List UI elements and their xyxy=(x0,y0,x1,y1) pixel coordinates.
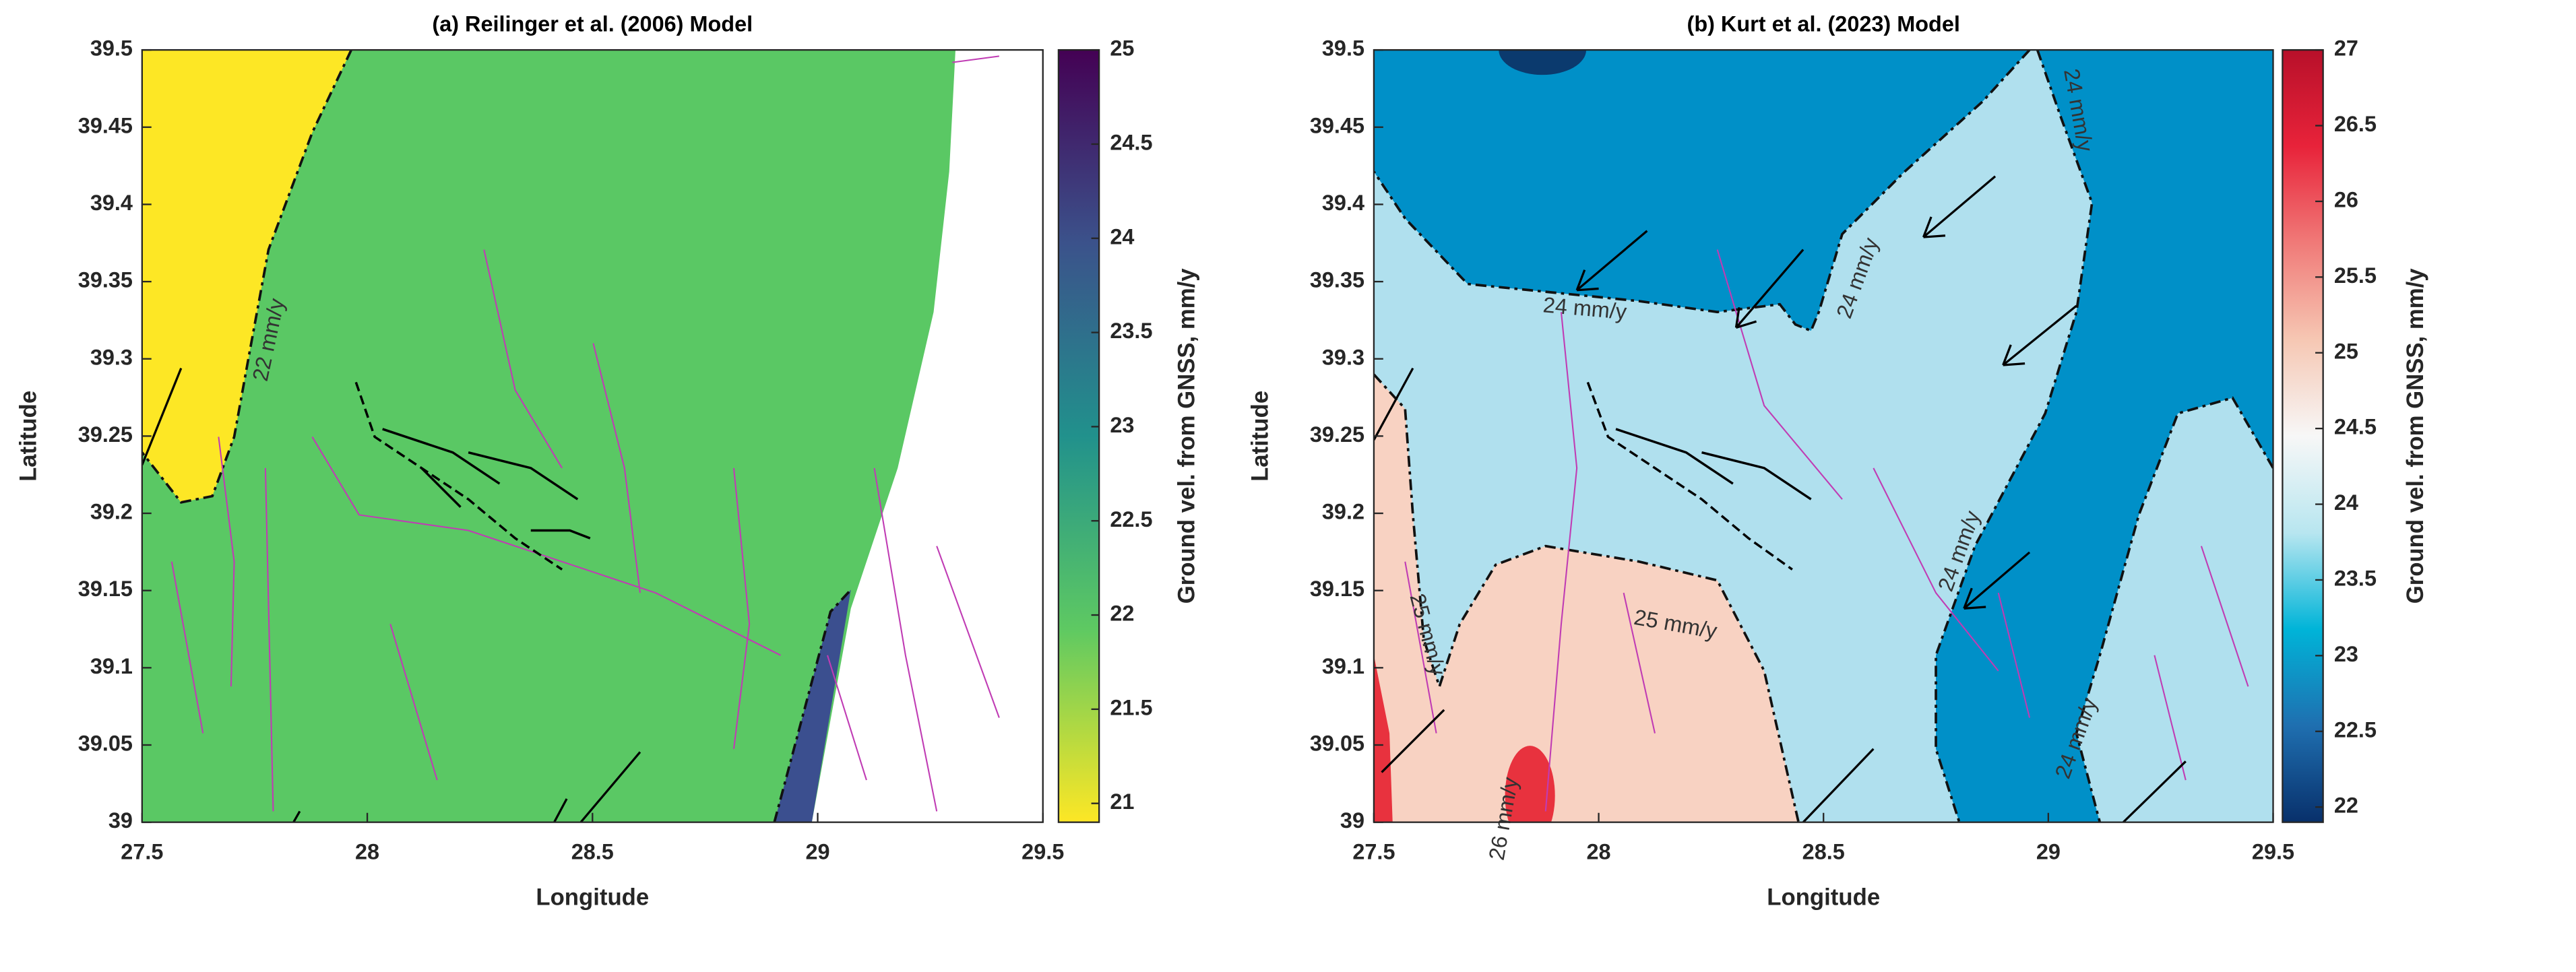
faults xyxy=(170,55,1000,812)
colorbar-tick-label: 25 xyxy=(2334,339,2358,363)
colorbar xyxy=(1057,48,1100,823)
y-tick-label: 39.45 xyxy=(78,113,133,137)
colorbar-tick-label: 21.5 xyxy=(1110,695,1152,719)
y-tick-label: 39 xyxy=(108,808,133,833)
colorbar-tick-label: 23.5 xyxy=(2334,566,2377,591)
x-tick-label: 28 xyxy=(355,840,379,864)
region xyxy=(1373,374,1799,822)
x-tick-label: 27.5 xyxy=(121,840,163,864)
y-tick-label: 39.3 xyxy=(90,345,133,369)
y-tick-label: 39.5 xyxy=(1322,36,1364,61)
y-tick-label: 39.1 xyxy=(90,654,133,678)
region xyxy=(1505,746,1555,822)
region xyxy=(1373,50,2030,331)
y-tick-label: 39.4 xyxy=(1322,191,1364,215)
colorbar-label: Ground vel. from GNSS, mm/y xyxy=(1174,268,1199,604)
colorbar-tick-label: 23 xyxy=(2334,642,2358,666)
colorbar-tick-label: 22.5 xyxy=(2334,717,2377,742)
ruptures xyxy=(1586,381,1812,571)
x-tick-label: 27.5 xyxy=(1352,840,1395,864)
y-tick-label: 39.3 xyxy=(1322,345,1364,369)
y-axis-label: Latitude xyxy=(15,391,41,482)
y-tick-label: 39.25 xyxy=(1310,422,1364,447)
velocity-arrows xyxy=(142,368,641,822)
ruptures xyxy=(354,381,591,571)
region xyxy=(1499,50,1587,75)
map-b xyxy=(1373,50,2273,822)
y-tick-label: 39.35 xyxy=(78,268,133,292)
y-tick-label: 39.15 xyxy=(1310,577,1364,601)
colorbar-tick-label: 24.5 xyxy=(2334,415,2377,439)
colorbar-tick-label: 26 xyxy=(2334,187,2358,212)
region xyxy=(1936,50,2273,822)
colorbar-tick-label: 23 xyxy=(1110,413,1134,437)
x-axis-label: Longitude xyxy=(536,884,649,910)
x-tick-label: 29.5 xyxy=(2252,840,2294,864)
y-tick-label: 39.45 xyxy=(1310,113,1364,137)
y-tick-label: 39 xyxy=(1340,808,1364,833)
y-tick-label: 39.2 xyxy=(90,500,133,524)
region xyxy=(142,50,352,503)
y-tick-label: 39.5 xyxy=(90,36,133,61)
y-axis-label: Latitude xyxy=(1247,391,1273,482)
region xyxy=(811,50,1043,822)
x-tick-label: 29 xyxy=(805,840,829,864)
colorbar-tick-label: 24 xyxy=(1110,224,1134,249)
y-tick-label: 39.15 xyxy=(78,577,133,601)
x-tick-label: 28.5 xyxy=(1802,840,1845,864)
y-tick-label: 39.4 xyxy=(90,191,133,215)
panel-title: (b) Kurt et al. (2023) Model xyxy=(1687,11,1960,36)
colorbar-tick-label: 27 xyxy=(2334,36,2358,61)
x-tick-label: 29 xyxy=(2036,840,2061,864)
colorbar-tick-label: 22 xyxy=(1110,602,1134,626)
colorbar-label: Ground vel. from GNSS, mm/y xyxy=(2403,268,2428,604)
x-tick-label: 28 xyxy=(1587,840,1611,864)
x-axis-label: Longitude xyxy=(1767,884,1880,910)
colorbar-tick-label: 24 xyxy=(2334,490,2358,515)
region xyxy=(1373,655,1393,822)
y-tick-label: 39.05 xyxy=(1310,732,1364,756)
colorbar xyxy=(2282,48,2324,823)
y-tick-label: 39.2 xyxy=(1322,500,1364,524)
y-tick-label: 39.05 xyxy=(78,732,133,756)
colorbar-tick-label: 25.5 xyxy=(2334,263,2377,288)
x-tick-label: 28.5 xyxy=(571,840,614,864)
region xyxy=(774,589,851,822)
panel-title: (a) Reilinger et al. (2006) Model xyxy=(432,11,753,36)
colorbar-tick-label: 21 xyxy=(1110,789,1134,814)
map-a xyxy=(142,50,1043,822)
colorbar-tick-label: 22.5 xyxy=(1110,507,1152,531)
y-tick-label: 39.1 xyxy=(1322,654,1364,678)
faults xyxy=(1404,249,2249,812)
colorbar-tick-label: 25 xyxy=(1110,36,1134,61)
colorbar-tick-label: 24.5 xyxy=(1110,131,1152,155)
velocity-arrows xyxy=(1373,175,2187,822)
colorbar-tick-label: 26.5 xyxy=(2334,112,2377,136)
y-tick-label: 39.35 xyxy=(1310,268,1364,292)
y-tick-label: 39.25 xyxy=(78,422,133,447)
colorbar-tick-label: 22 xyxy=(2334,793,2358,818)
x-tick-label: 29.5 xyxy=(1022,840,1064,864)
colorbar-tick-label: 23.5 xyxy=(1110,319,1152,343)
